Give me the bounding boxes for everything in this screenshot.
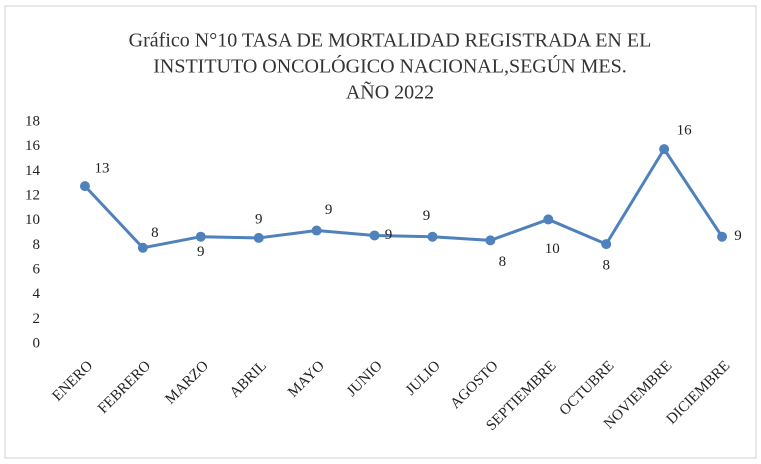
data-label: 9 bbox=[423, 208, 431, 224]
data-label: 8 bbox=[151, 225, 159, 241]
data-label: 10 bbox=[545, 241, 560, 257]
data-label: 13 bbox=[94, 161, 109, 177]
y-tick-label: 14 bbox=[25, 163, 41, 179]
point bbox=[311, 225, 322, 236]
chart-border bbox=[4, 5, 757, 459]
data-label: 16 bbox=[677, 123, 693, 139]
y-tick-label: 6 bbox=[33, 261, 41, 277]
data-label: 9 bbox=[734, 228, 742, 244]
chart-title: Gráfico N°10 TASA DE MORTALIDAD REGISTRA… bbox=[129, 30, 652, 52]
point bbox=[79, 181, 90, 192]
data-label: 9 bbox=[385, 227, 393, 243]
y-tick-label: 18 bbox=[25, 113, 40, 129]
y-tick-label: 8 bbox=[33, 237, 41, 253]
point bbox=[601, 239, 612, 250]
data-label: 8 bbox=[499, 254, 507, 270]
point bbox=[427, 231, 438, 242]
line bbox=[83, 147, 724, 250]
data-label: 8 bbox=[602, 258, 610, 274]
y-tick-label: 16 bbox=[25, 138, 41, 154]
point bbox=[253, 232, 264, 243]
point bbox=[195, 231, 206, 242]
point bbox=[659, 144, 670, 155]
point bbox=[717, 231, 728, 242]
chart-title: AÑO 2022 bbox=[346, 80, 434, 104]
y-tick-label: 2 bbox=[33, 311, 41, 327]
point bbox=[369, 230, 380, 241]
data-label: 9 bbox=[255, 211, 263, 227]
point bbox=[543, 214, 554, 225]
y-tick-label: 12 bbox=[25, 187, 40, 203]
chart-title: INSTITUTO ONCOLÓGICO NACIONAL,SEGÚN MES. bbox=[153, 54, 627, 78]
point bbox=[137, 242, 148, 253]
y-tick-label: 0 bbox=[33, 335, 41, 351]
y-tick-label: 4 bbox=[33, 286, 41, 302]
data-label: 9 bbox=[197, 244, 205, 260]
data-label: 9 bbox=[325, 202, 333, 218]
point bbox=[485, 235, 496, 246]
y-tick-label: 10 bbox=[25, 212, 40, 228]
